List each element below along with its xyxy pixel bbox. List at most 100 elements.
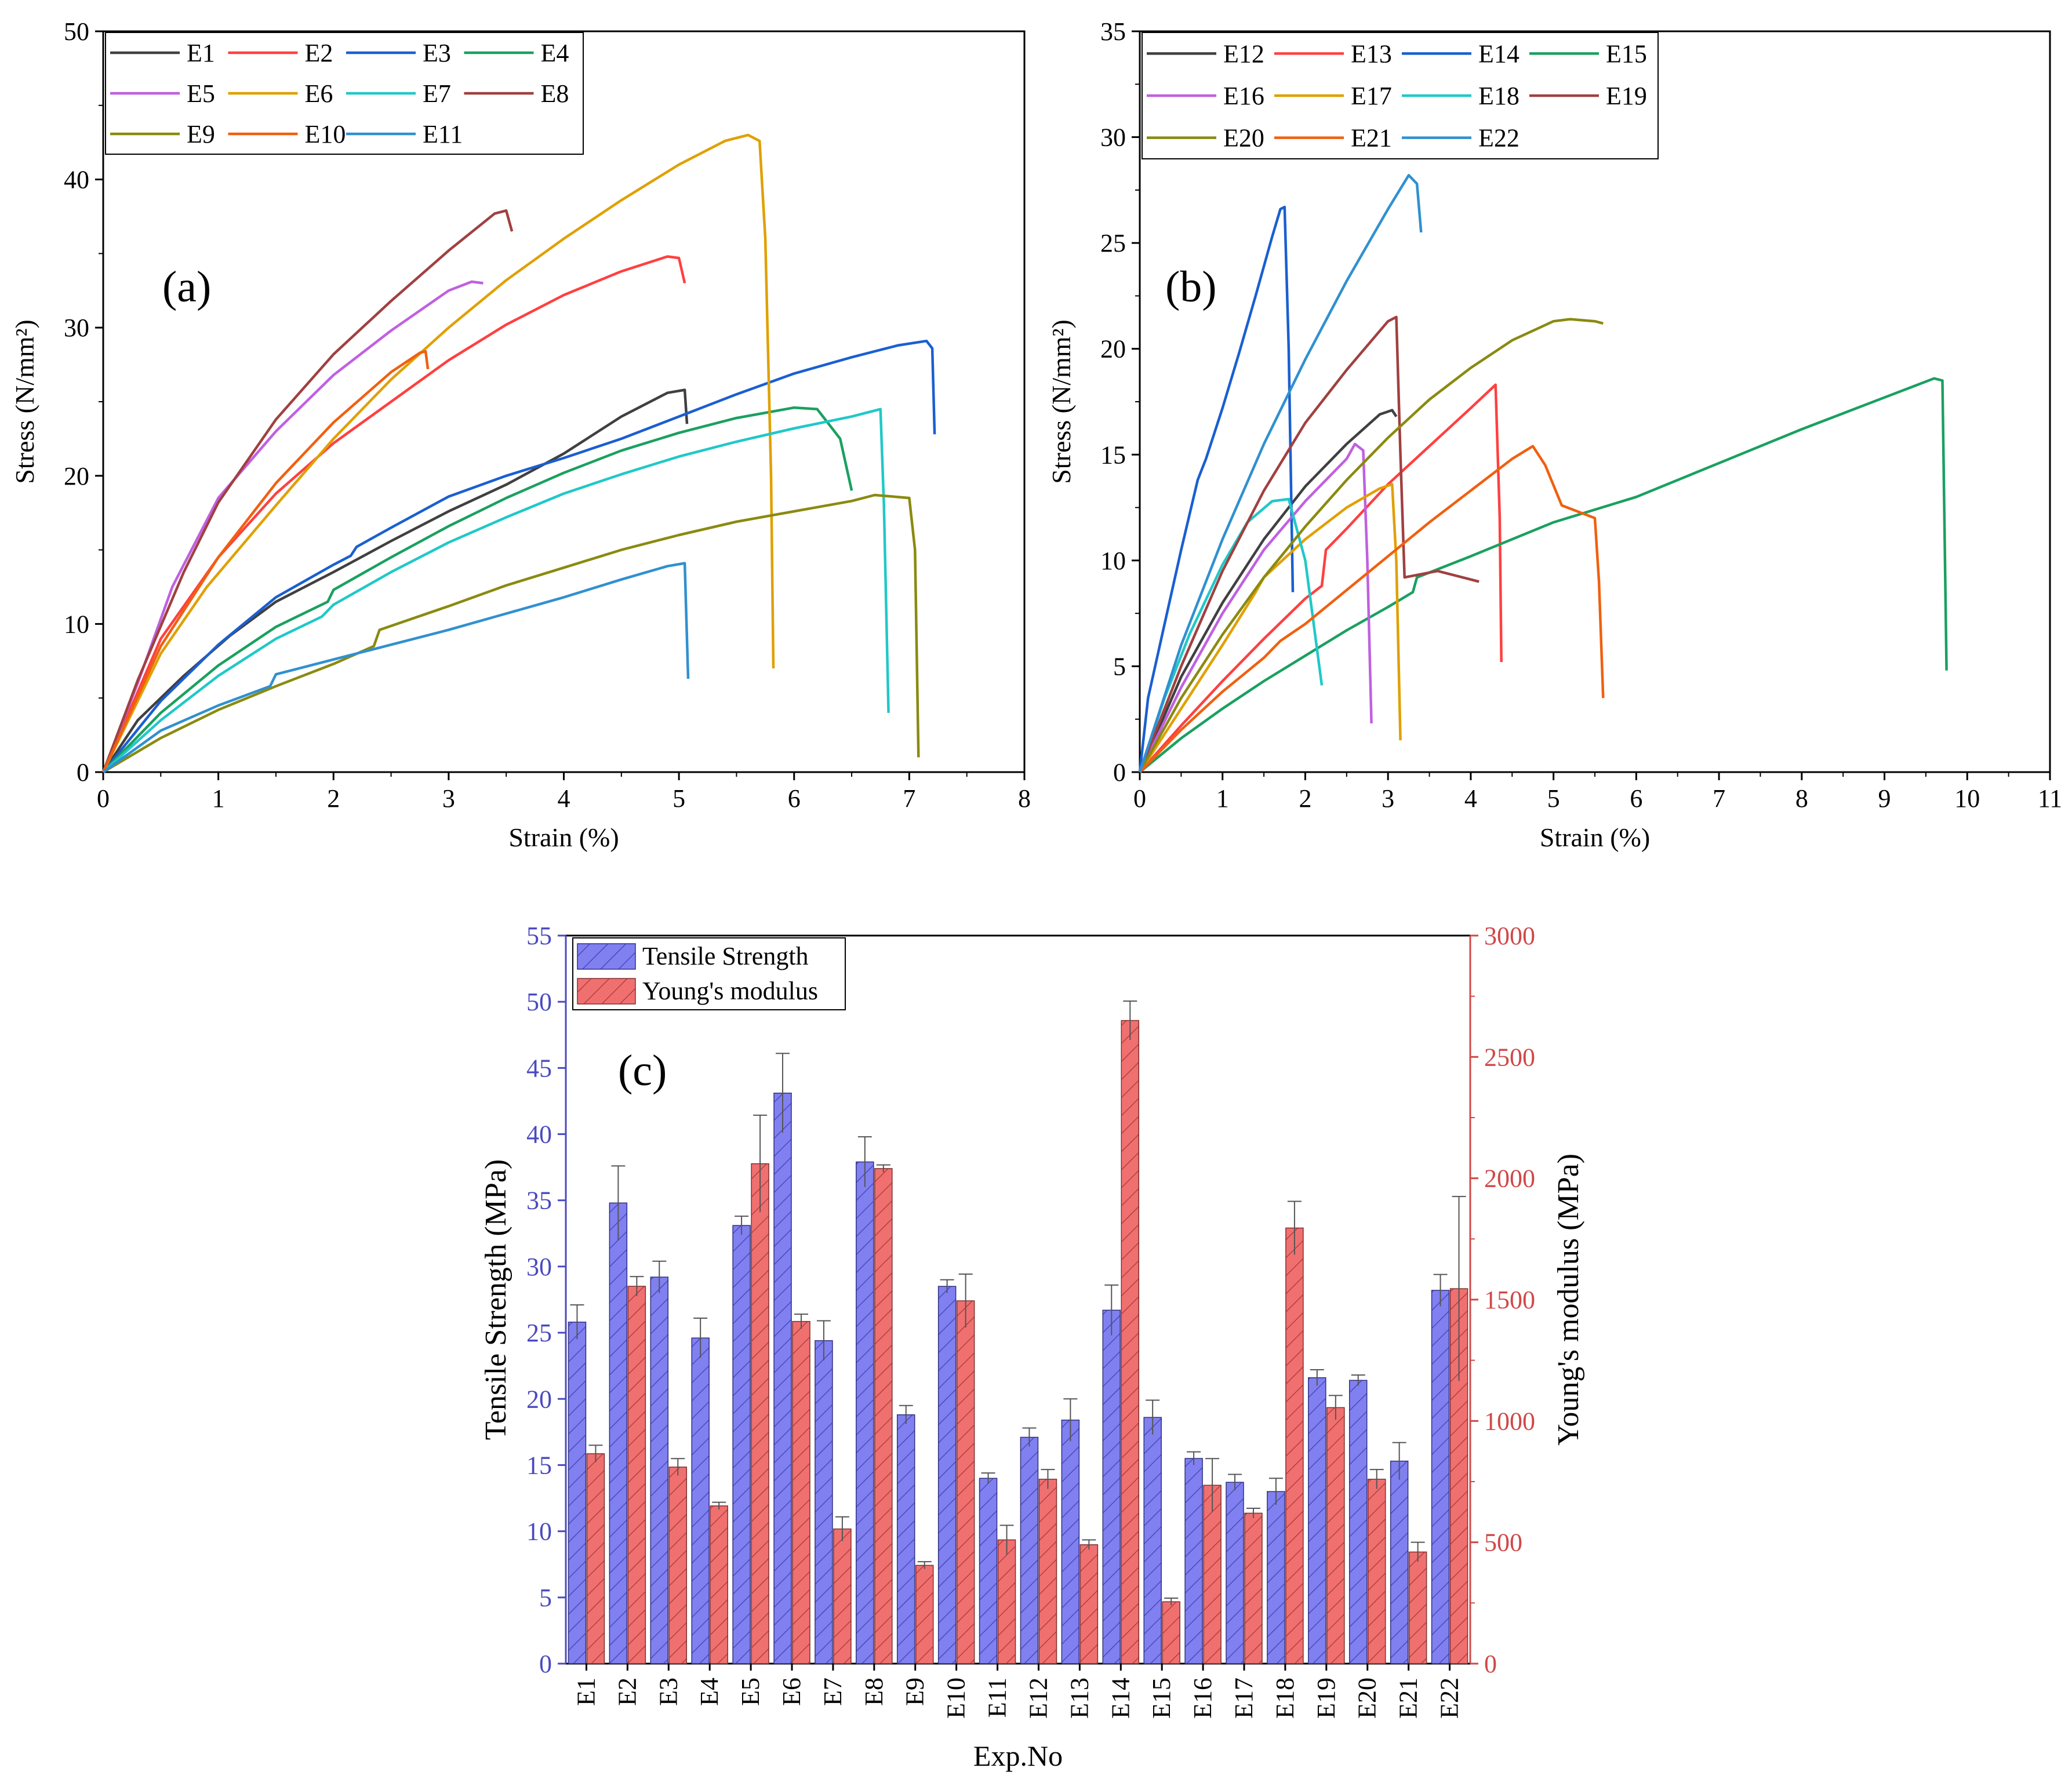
legend-label-e9: E9 (187, 120, 215, 148)
bar-tensile-e9 (896, 1414, 915, 1664)
y-tick-label: 10 (1100, 547, 1126, 575)
bar-modulus-e17 (1244, 1512, 1263, 1664)
right-tick-label: 500 (1484, 1529, 1522, 1557)
panel-label: (a) (162, 263, 211, 311)
series-line-e2 (101, 255, 686, 773)
series-line-e6 (101, 133, 775, 773)
bar-modulus-e20 (1367, 1479, 1386, 1664)
x-category-label: E1 (572, 1678, 600, 1706)
x-category-label: E3 (654, 1678, 682, 1706)
bar-modulus-e15 (1162, 1601, 1180, 1664)
x-category-label: E20 (1353, 1678, 1382, 1719)
left-tick-label: 30 (526, 1253, 552, 1281)
y-tick-label: 20 (1100, 335, 1126, 363)
bar-tensile-e16 (1184, 1458, 1203, 1664)
x-category-label: E13 (1065, 1678, 1093, 1719)
legend-label-e20: E20 (1223, 124, 1264, 152)
legend-label-e14: E14 (1478, 39, 1520, 68)
legend-label-e10: E10 (305, 120, 346, 148)
bar-tensile-e18 (1267, 1491, 1285, 1664)
y-tick-label: 30 (64, 314, 89, 342)
left-tick-label: 50 (526, 988, 552, 1016)
x-category-label: E15 (1147, 1678, 1176, 1719)
bar-modulus-e6 (792, 1320, 810, 1664)
bar-modulus-e3 (668, 1467, 688, 1664)
y-tick-label: 15 (1100, 441, 1126, 469)
bar-tensile-e8 (856, 1161, 874, 1664)
x-tick-label: 5 (673, 784, 685, 813)
legend-label-e11: E11 (423, 120, 463, 148)
left-tick-label: 15 (526, 1451, 552, 1479)
legend-label-e16: E16 (1223, 82, 1264, 110)
bar-modulus-e21 (1408, 1551, 1427, 1664)
x-category-label: E10 (942, 1678, 970, 1719)
legend-label-e22: E22 (1478, 124, 1520, 152)
x-tick-label: 7 (903, 784, 915, 813)
y-axis-title: Stress (N/mm²) (1046, 319, 1076, 483)
bar-tensile-e13 (1061, 1420, 1080, 1664)
bar-modulus-e9 (915, 1565, 934, 1664)
y-tick-label: 5 (1113, 652, 1126, 681)
series-line-e5 (101, 280, 484, 773)
y-tick-label: 0 (77, 758, 89, 787)
legend-swatch-modulus (577, 978, 636, 1005)
x-category-label: E21 (1394, 1678, 1423, 1719)
y-tick-label: 40 (64, 166, 89, 194)
legend-label-e8: E8 (541, 79, 569, 108)
bar-modulus-e12 (1038, 1479, 1057, 1664)
right-tick-label: 2000 (1484, 1165, 1535, 1193)
x-category-label: E2 (613, 1678, 641, 1706)
x-category-label: E14 (1106, 1678, 1135, 1719)
legend-label-e2: E2 (305, 39, 333, 67)
bar-modulus-e10 (956, 1300, 975, 1664)
series-line-e19 (1138, 315, 1480, 773)
right-tick-label: 1500 (1484, 1286, 1535, 1314)
x-tick-label: 0 (97, 784, 110, 813)
bar-modulus-e11 (997, 1539, 1016, 1664)
legend-label-e3: E3 (423, 39, 451, 67)
legend-label-e5: E5 (187, 79, 215, 108)
bar-tensile-e6 (773, 1093, 792, 1664)
y-tick-label: 20 (64, 462, 89, 490)
bar-tensile-e11 (979, 1478, 998, 1664)
x-axis-title: Strain (%) (508, 823, 619, 852)
panel-label: (c) (618, 1046, 667, 1095)
x-axis-title: Strain (%) (1540, 823, 1650, 852)
legend-label-e15: E15 (1606, 39, 1647, 68)
x-tick-label: 6 (788, 784, 801, 813)
x-category-label: E18 (1271, 1678, 1299, 1719)
x-category-label: E11 (983, 1678, 1012, 1718)
series-line-e9 (102, 493, 920, 773)
bar-modulus-e18 (1285, 1227, 1304, 1664)
left-tick-label: 20 (526, 1385, 552, 1413)
series-line-e11 (102, 562, 690, 773)
x-tick-label: 2 (1299, 784, 1311, 813)
legend-label-tensile: Tensile Strength (642, 942, 809, 970)
legend-label-e18: E18 (1478, 82, 1520, 110)
x-tick-label: 0 (1133, 784, 1146, 813)
series-line-e14 (1138, 205, 1295, 773)
legend-label-e17: E17 (1351, 82, 1392, 110)
right-axis-title: Young's modulus (MPa) (1552, 1154, 1585, 1446)
panel-label: (b) (1165, 263, 1217, 311)
x-tick-label: 9 (1878, 784, 1891, 813)
series-line-e17 (1139, 483, 1402, 773)
bar-modulus-e5 (751, 1163, 769, 1664)
x-category-label: E5 (736, 1678, 765, 1706)
y-tick-label: 50 (64, 17, 89, 46)
legend-label-e12: E12 (1223, 39, 1264, 68)
bar-modulus-e4 (710, 1505, 728, 1664)
x-tick-label: 8 (1018, 784, 1031, 813)
left-tick-label: 10 (526, 1518, 552, 1546)
bar-tensile-e5 (732, 1225, 751, 1664)
x-tick-label: 1 (1216, 784, 1229, 813)
right-tick-label: 1000 (1484, 1407, 1535, 1435)
x-category-label: E19 (1312, 1678, 1340, 1719)
x-tick-label: 6 (1630, 784, 1642, 813)
series-line-e13 (1139, 383, 1503, 773)
bar-tensile-e4 (691, 1337, 710, 1664)
right-tick-label: 0 (1484, 1650, 1497, 1678)
left-tick-label: 0 (539, 1650, 552, 1678)
x-category-label: E17 (1230, 1678, 1258, 1719)
y-tick-label: 10 (64, 610, 89, 638)
